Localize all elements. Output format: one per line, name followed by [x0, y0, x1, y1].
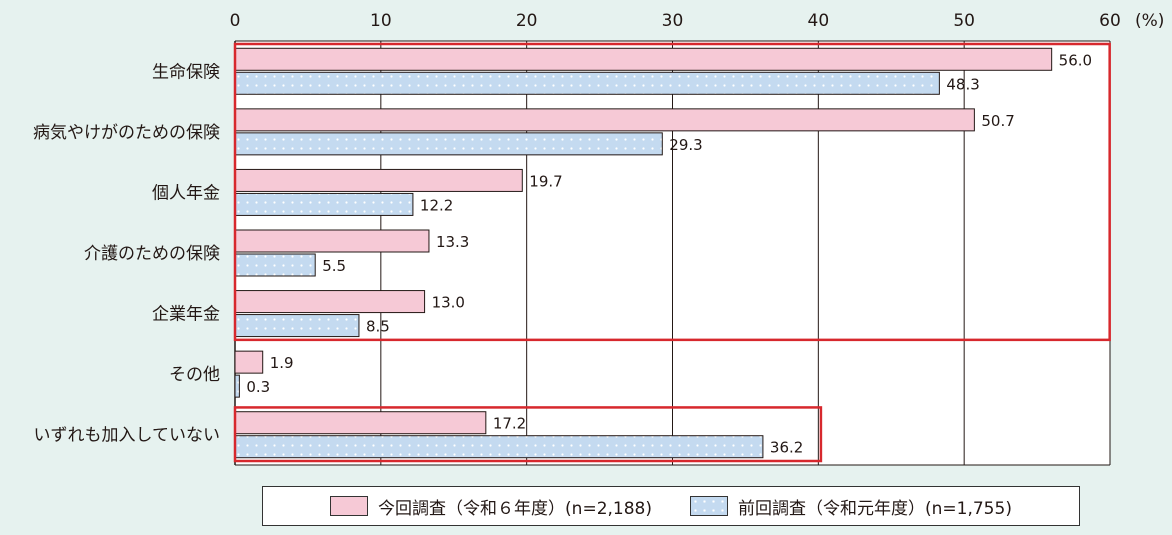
category-label: 生命保険	[152, 62, 220, 82]
bar-current	[234, 350, 264, 374]
bar-current	[234, 108, 975, 132]
bar-previous	[234, 435, 764, 459]
bar-current	[234, 290, 426, 314]
data-label: 19.7	[529, 172, 562, 190]
x-tick-label: 20	[516, 11, 538, 31]
highlight-box	[233, 406, 823, 463]
bar-previous	[234, 253, 316, 277]
bar-current	[234, 47, 1053, 71]
bar-previous	[234, 132, 663, 156]
x-axis-unit-label: (%)	[1135, 11, 1164, 31]
data-label: 29.3	[669, 136, 702, 154]
legend: 今回調査（令和６年度）(n=2,188) 前回調査（令和元年度）(n=1,755…	[262, 486, 1080, 526]
highlight-boxes	[233, 42, 1111, 463]
category-label: 介護のための保険	[84, 244, 220, 264]
data-label: 50.7	[981, 112, 1014, 130]
legend-swatch-current	[330, 496, 369, 516]
data-label: 0.3	[246, 378, 270, 396]
bar-previous	[234, 314, 360, 338]
category-label: 企業年金	[152, 305, 220, 325]
data-label: 36.2	[770, 439, 803, 457]
data-label: 5.5	[322, 257, 346, 275]
highlight-box	[233, 42, 1111, 342]
bar-previous	[234, 374, 240, 398]
data-label: 13.3	[436, 233, 469, 251]
x-tick-label: 0	[230, 11, 241, 31]
bar-current	[234, 229, 430, 253]
data-label: 8.5	[366, 318, 390, 336]
bar-current	[234, 411, 487, 435]
data-label: 1.9	[270, 354, 294, 372]
legend-label-current: 今回調査（令和６年度）(n=2,188)	[378, 498, 652, 519]
x-tick-label: 30	[662, 11, 684, 31]
x-tick-label: 50	[953, 11, 975, 31]
category-label: 個人年金	[152, 183, 220, 203]
legend-swatch-previous	[690, 496, 728, 516]
data-label: 13.0	[432, 294, 465, 312]
data-label: 17.2	[493, 415, 526, 433]
data-label: 56.0	[1059, 51, 1092, 69]
bar-current	[234, 168, 523, 192]
data-label: 48.3	[946, 75, 979, 93]
x-tick-label: 10	[370, 11, 392, 31]
bar-previous	[234, 192, 414, 216]
category-label: いずれも加入していない	[34, 426, 221, 446]
legend-item-previous: 前回調査（令和元年度）(n=1,755)	[690, 494, 1012, 519]
category-label: その他	[169, 365, 220, 385]
data-label: 12.2	[420, 196, 453, 214]
bar-previous	[234, 71, 940, 95]
legend-item-current: 今回調査（令和６年度）(n=2,188)	[330, 494, 652, 519]
legend-label-previous: 前回調査（令和元年度）(n=1,755)	[738, 498, 1012, 519]
x-tick-label: 60	[1099, 11, 1121, 31]
category-label: 病気やけがのための保険	[33, 123, 220, 143]
x-tick-label: 40	[808, 11, 830, 31]
